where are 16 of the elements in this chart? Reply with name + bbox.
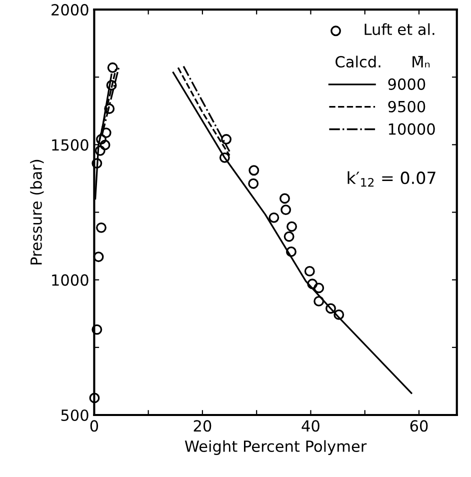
x-tick-label: 20 <box>194 420 212 432</box>
x-tick-label: 60 <box>410 420 428 432</box>
y-tick-label: 1000 <box>52 274 88 286</box>
legend-label: Luft et al. <box>364 23 434 36</box>
y-tick-label: 500 <box>61 409 88 422</box>
legend-label: 9500 <box>388 100 426 112</box>
x-axis-title: Weight Percent Polymer <box>184 440 367 455</box>
y-axis-title: Pressure (bar) <box>30 160 44 264</box>
x-tick-label: 0 <box>90 420 98 432</box>
y-tick-label: 2000 <box>52 4 88 16</box>
y-tick-label: 1500 <box>52 139 88 151</box>
x-tick-label: 40 <box>302 420 320 432</box>
legend-label: 10000 <box>388 123 435 135</box>
legend-title: Calcd. M̄ₙ <box>336 56 430 68</box>
annotation: k′$_{12}$ = 0.07 <box>348 171 436 187</box>
legend-label: 9000 <box>388 78 426 90</box>
